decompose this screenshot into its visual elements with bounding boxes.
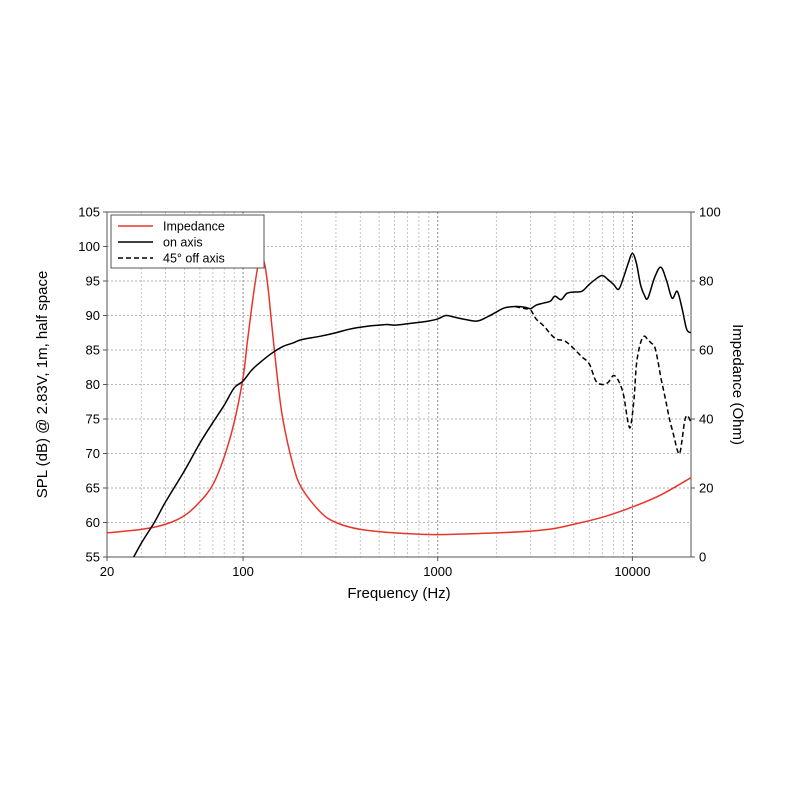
- x-tick-label: 100: [232, 564, 254, 579]
- y2-axis-title: Impedance (Ohm): [729, 324, 746, 445]
- on-axis-series-line: [132, 252, 691, 557]
- y2-tick-label: 80: [699, 274, 713, 289]
- y2-tick-label: 20: [699, 481, 713, 496]
- off-axis-series-line: [515, 305, 691, 455]
- legend-label-impedance: Impedance: [163, 220, 225, 234]
- y-tick-label: 80: [86, 377, 100, 392]
- y2-tick-label: 60: [699, 343, 713, 358]
- y-tick-label: 90: [86, 308, 100, 323]
- y-tick-label: 75: [86, 412, 100, 427]
- x-tick-label: 20: [100, 564, 114, 579]
- y-tick-label: 60: [86, 515, 100, 530]
- y-tick-label: 70: [86, 446, 100, 461]
- y-tick-label: 65: [86, 481, 100, 496]
- impedance-series-line: [107, 256, 691, 536]
- y2-tick-label: 40: [699, 412, 713, 427]
- x-axis-title: Frequency (Hz): [347, 585, 450, 602]
- y-tick-label: 100: [78, 239, 100, 254]
- legend: Impedance on axis 45° off axis: [110, 214, 265, 269]
- axes: 55 60 65 70 75 80 85 90 95 100 105 0 20 40 60 80 100 20 10…: [78, 205, 720, 580]
- y-axis-title: SPL (dB) @ 2.83V, 1m, half space: [34, 271, 51, 499]
- y2-tick-label: 100: [699, 205, 721, 220]
- series-layer: [107, 252, 691, 557]
- y2-tick-label: 0: [699, 550, 706, 565]
- legend-label-on-axis: on axis: [163, 236, 203, 250]
- legend-label-off-axis: 45° off axis: [163, 252, 225, 266]
- y-tick-label: 55: [86, 550, 100, 565]
- y-tick-label: 95: [86, 274, 100, 289]
- x-tick-label: 10000: [614, 564, 650, 579]
- x-tick-label: 1000: [423, 564, 452, 579]
- y-tick-label: 105: [78, 205, 100, 220]
- y-tick-label: 85: [86, 343, 100, 358]
